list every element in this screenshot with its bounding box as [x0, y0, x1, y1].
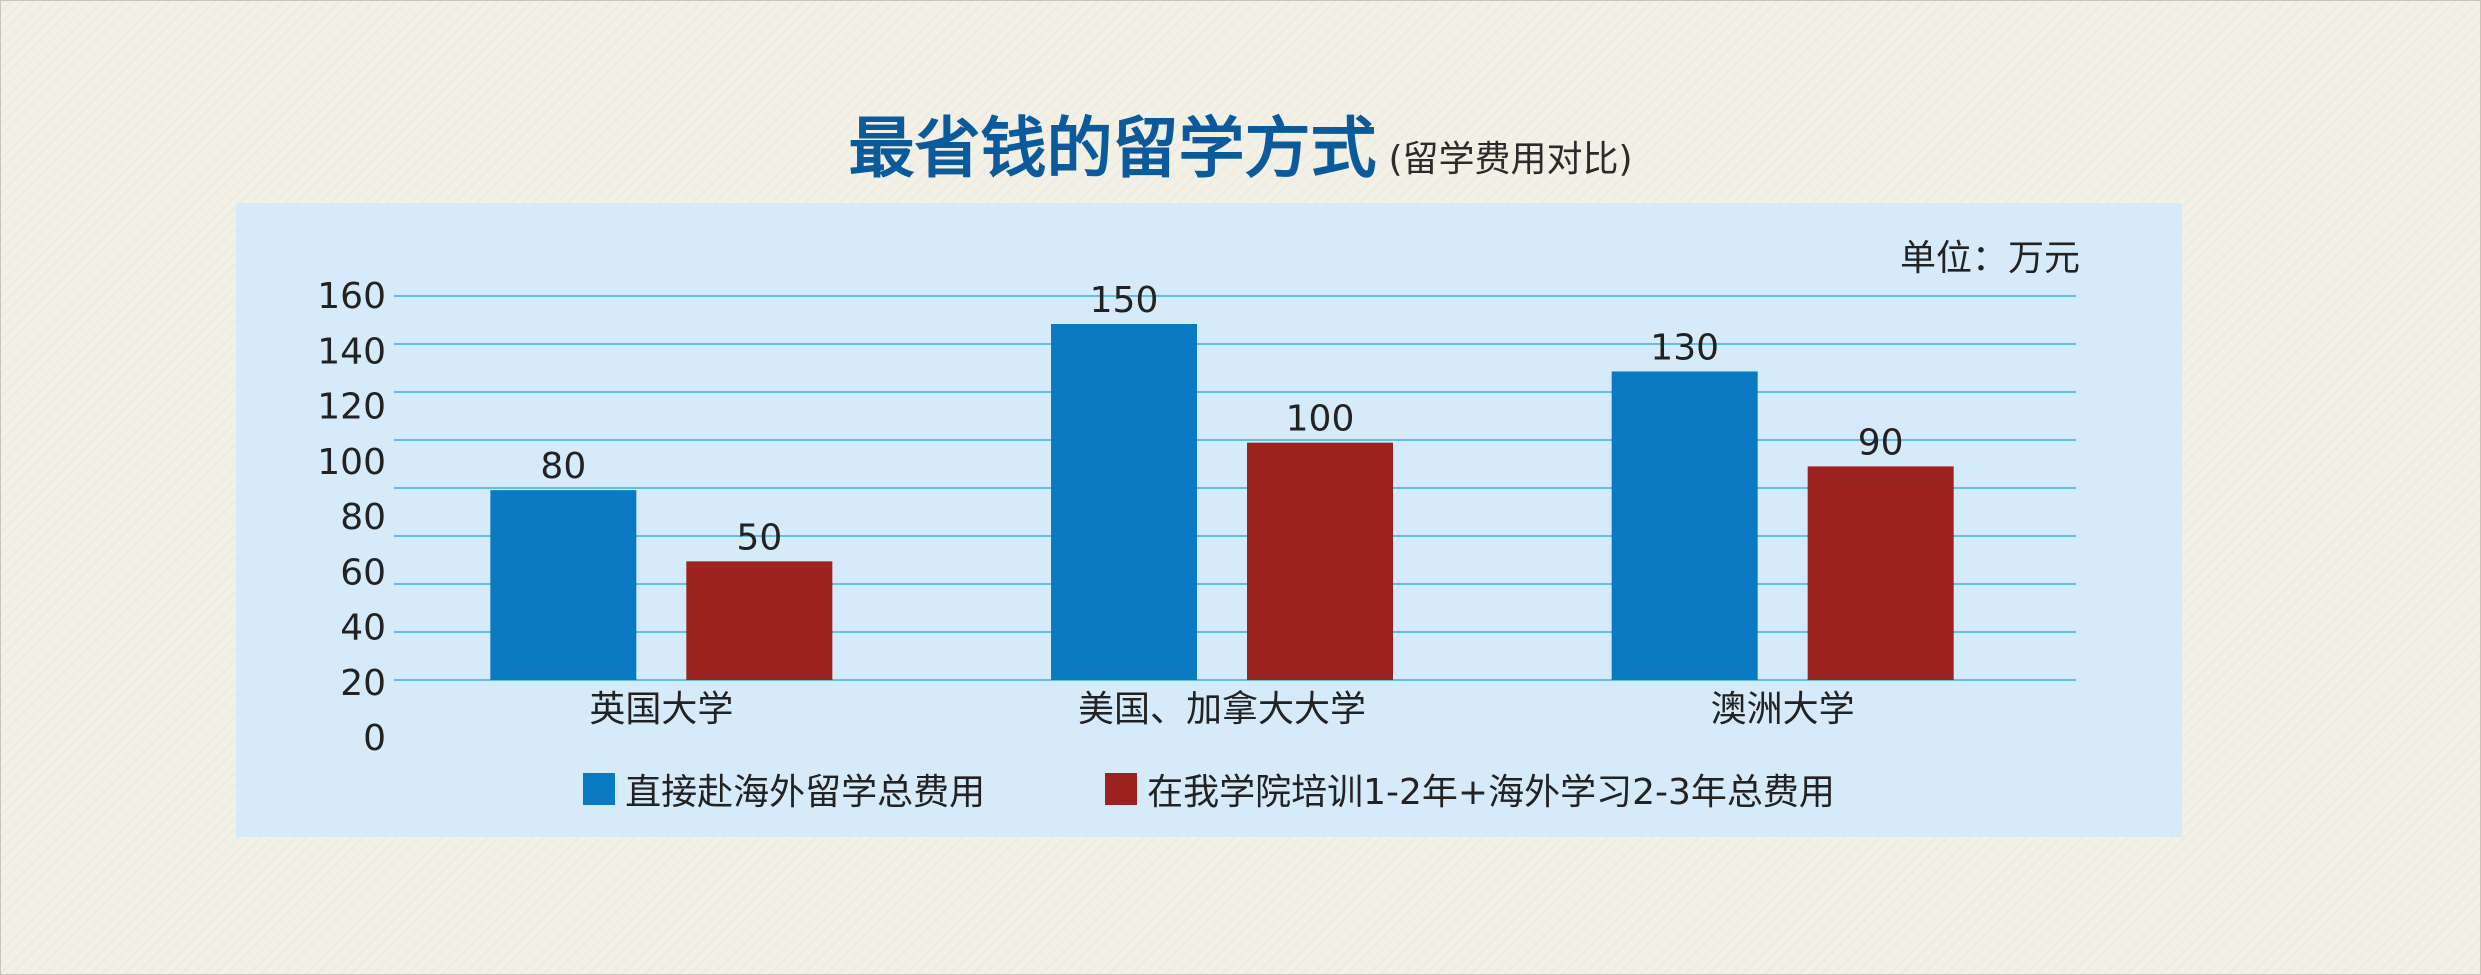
chart-panel: 单位：万元 160 140 120 100 80 60 40 20 0 80 50 英国大学 150 10…: [236, 203, 2182, 837]
chart-title: 最省钱的留学方式: [848, 110, 1377, 187]
bar-training-0: [686, 561, 833, 680]
data-label: 90: [1858, 422, 1904, 463]
data-label: 130: [1650, 327, 1719, 368]
legend-swatch: [1105, 773, 1138, 805]
legend-label: 直接赴海外留学总费用: [625, 772, 986, 813]
y-tick-label: 40: [340, 608, 386, 649]
data-label: 50: [736, 517, 782, 558]
bar-direct-1: [1051, 324, 1197, 680]
category-label: 美国、加拿大大学: [1078, 689, 1366, 730]
bar-training-2: [1807, 466, 1954, 680]
data-label: 100: [1286, 399, 1355, 440]
legend-item: 在我学院培训1-2年+海外学习2-3年总费用: [1105, 763, 1835, 815]
data-label: 150: [1090, 280, 1159, 321]
chart-title-area: 最省钱的留学方式 (留学费用对比): [0, 95, 2481, 191]
unit-label: 单位：万元: [1899, 238, 2080, 279]
y-tick-label: 60: [340, 552, 386, 593]
legend-swatch: [583, 773, 616, 805]
y-tick-label: 140: [317, 331, 386, 372]
legend-label: 在我学院培训1-2年+海外学习2-3年总费用: [1147, 772, 1835, 813]
category-label: 英国大学: [589, 689, 733, 730]
chart-legend: 直接赴海外留学总费用 在我学院培训1-2年+海外学习2-3年总费用: [236, 763, 2182, 815]
bar-chart: 160 140 120 100 80 60 40 20 0 80 50 英国大学 150 100 美国、加拿…: [317, 276, 2076, 759]
category-label: 澳洲大学: [1711, 689, 1855, 730]
data-label: 80: [540, 446, 586, 487]
y-tick-label: 120: [317, 387, 386, 428]
bar-direct-2: [1611, 371, 1758, 680]
legend-item: 直接赴海外留学总费用: [583, 763, 985, 815]
bar-training-1: [1247, 442, 1393, 680]
y-tick-label: 20: [340, 663, 386, 704]
bar-direct-0: [490, 490, 637, 680]
y-tick-label: 80: [340, 497, 386, 538]
y-tick-label: 0: [363, 718, 386, 759]
y-tick-label: 160: [317, 276, 386, 317]
y-tick-label: 100: [317, 442, 386, 483]
chart-subtitle: (留学费用对比): [1388, 139, 1633, 180]
